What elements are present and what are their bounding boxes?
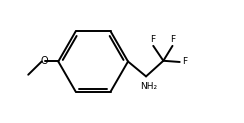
- Text: F: F: [170, 35, 175, 44]
- Text: O: O: [40, 56, 48, 67]
- Text: F: F: [183, 57, 188, 66]
- Text: NH₂: NH₂: [140, 82, 157, 91]
- Text: F: F: [150, 35, 155, 44]
